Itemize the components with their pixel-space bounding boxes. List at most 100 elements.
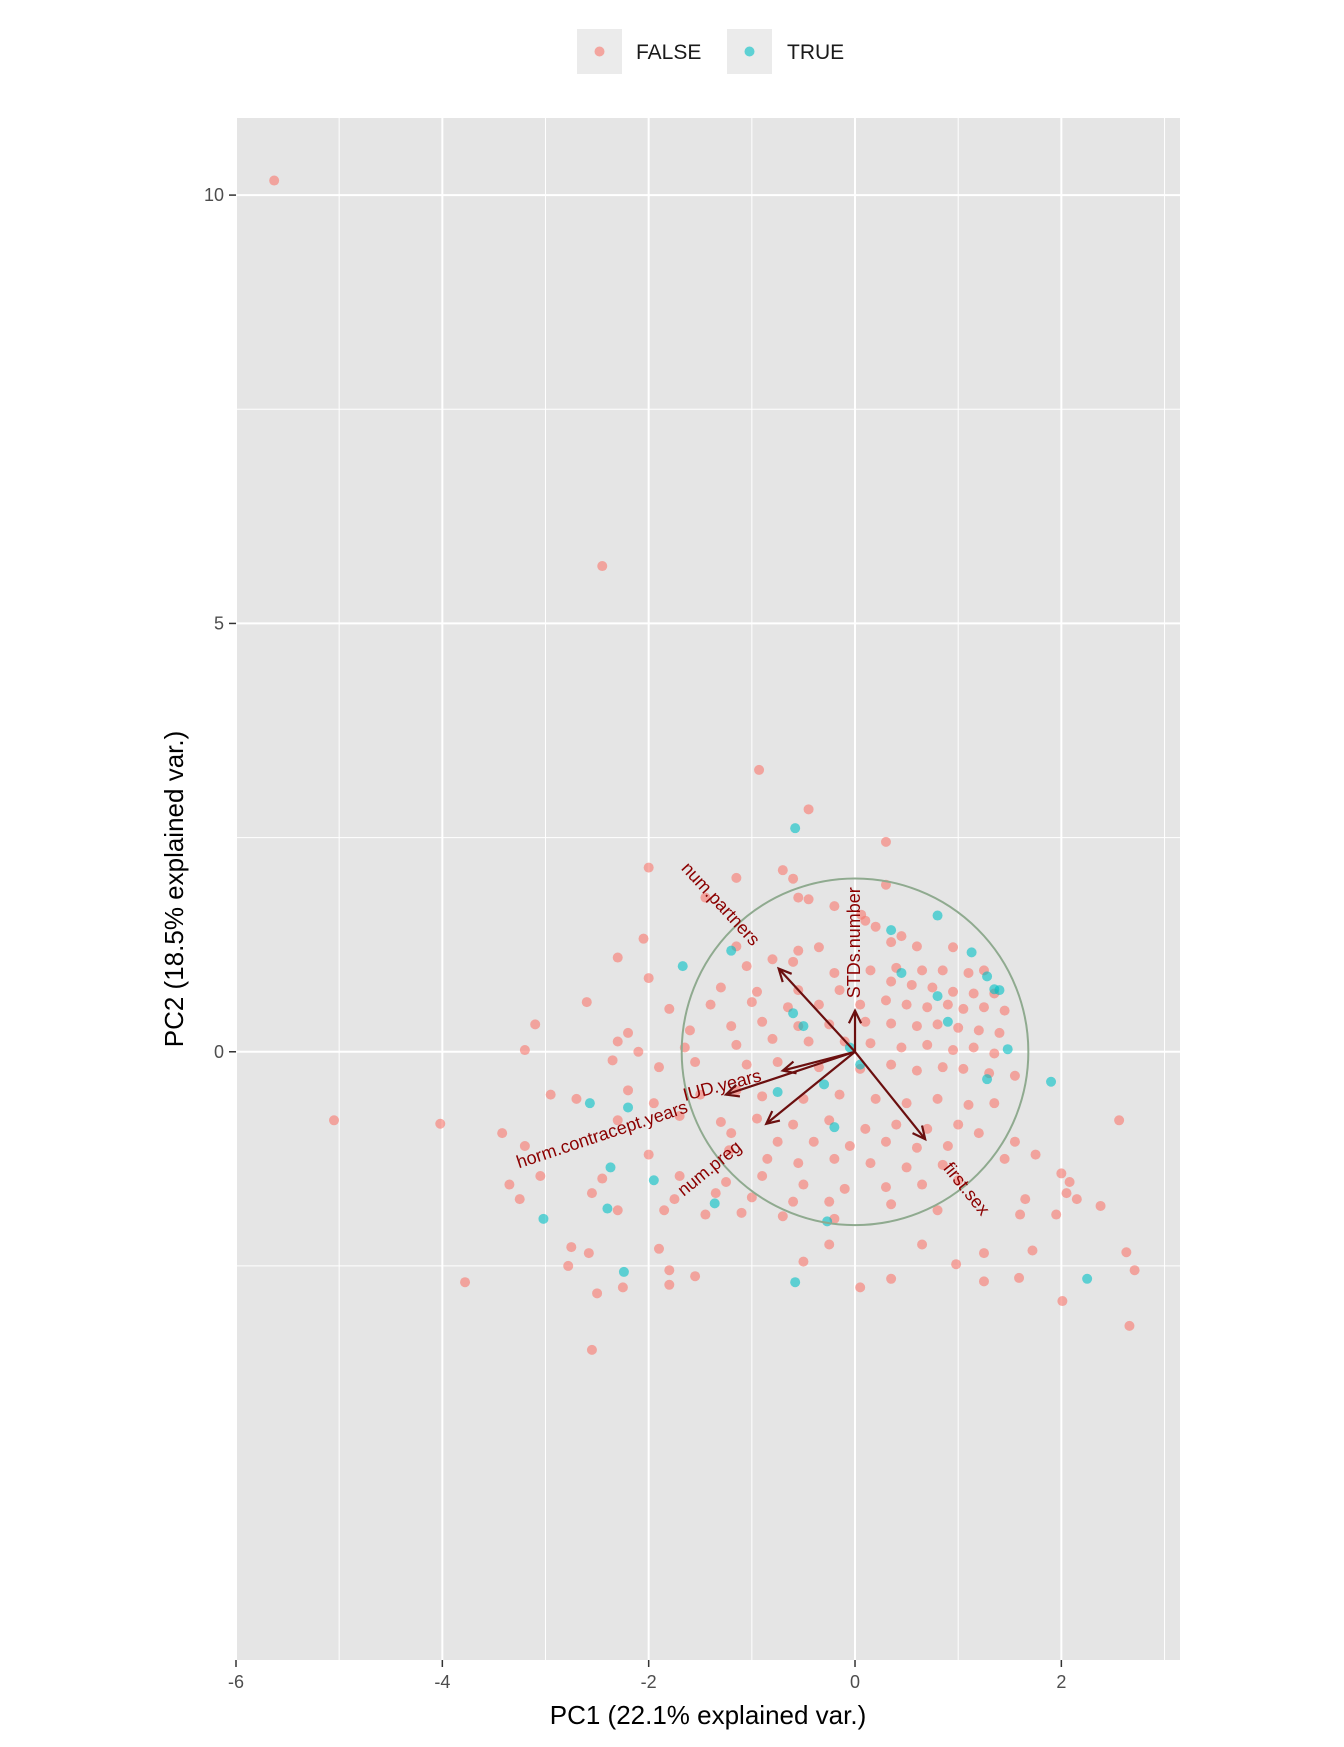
- point-false: [937, 965, 948, 976]
- point-false: [865, 1158, 876, 1169]
- point-true: [648, 1175, 659, 1186]
- point-false: [911, 1065, 922, 1076]
- point-false: [793, 892, 804, 903]
- point-false: [563, 1260, 574, 1271]
- point-false: [839, 1183, 850, 1194]
- point-false: [1064, 1176, 1075, 1187]
- point-false: [829, 967, 840, 978]
- point-true: [677, 961, 688, 972]
- point-false: [886, 1199, 897, 1210]
- point-false: [880, 995, 891, 1006]
- point-false: [803, 894, 814, 905]
- point-false: [951, 1259, 962, 1270]
- point-false: [1009, 1070, 1020, 1081]
- point-false: [741, 961, 752, 972]
- point-false: [860, 915, 871, 926]
- point-false: [1124, 1320, 1135, 1331]
- point-false: [664, 1003, 675, 1014]
- point-false: [705, 999, 716, 1010]
- point-false: [798, 1256, 809, 1267]
- point-true: [994, 985, 1005, 996]
- point-false: [746, 1192, 757, 1203]
- point-false: [793, 1158, 804, 1169]
- loading-arrow-line: [854, 1051, 927, 1140]
- y-tick-label: 5: [214, 613, 224, 633]
- point-false: [329, 1115, 340, 1126]
- point-false: [700, 1209, 711, 1220]
- point-false: [860, 1016, 871, 1027]
- point-true: [932, 991, 943, 1002]
- point-false: [736, 1207, 747, 1218]
- point-false: [653, 1243, 664, 1254]
- loading-arrow-line: [777, 967, 856, 1053]
- point-false: [623, 1027, 634, 1038]
- x-axis-title: PC1 (22.1% explained var.): [550, 1700, 867, 1730]
- correlation-circle: [680, 877, 1030, 1227]
- point-true: [932, 910, 943, 921]
- point-true: [772, 1087, 783, 1098]
- point-false: [978, 1002, 989, 1013]
- point-false: [870, 1093, 881, 1104]
- point-false: [715, 982, 726, 993]
- point-false: [777, 865, 788, 876]
- point-false: [754, 764, 765, 775]
- point-false: [844, 1141, 855, 1151]
- point-false: [886, 1018, 897, 1029]
- legend-swatch-false: [594, 46, 605, 57]
- point-false: [767, 954, 778, 965]
- point-false: [880, 836, 891, 847]
- point-false: [948, 1045, 959, 1056]
- point-false: [638, 933, 649, 944]
- point-false: [1114, 1115, 1125, 1126]
- loading-arrow-line: [765, 1050, 856, 1125]
- point-false: [612, 1205, 623, 1216]
- point-true: [942, 1016, 953, 1027]
- point-true: [886, 925, 897, 936]
- point-true: [538, 1213, 549, 1224]
- point-false: [607, 1055, 618, 1066]
- point-false: [860, 1123, 871, 1134]
- point-false: [963, 1099, 974, 1110]
- point-false: [762, 1153, 773, 1164]
- point-false: [958, 1063, 969, 1074]
- point-false: [612, 1036, 623, 1047]
- y-axis-title: PC2 (18.5% explained var.): [159, 731, 189, 1048]
- point-false: [973, 1025, 984, 1036]
- point-false: [695, 1089, 706, 1100]
- loading-label: STDs.number: [844, 887, 864, 998]
- point-false: [932, 1205, 943, 1216]
- point-false: [566, 1242, 577, 1253]
- point-false: [757, 1016, 768, 1027]
- point-false: [669, 1194, 680, 1205]
- point-false: [726, 1128, 737, 1139]
- point-false: [855, 1282, 866, 1293]
- point-false: [865, 1038, 876, 1049]
- loading-arrow-head: [776, 966, 793, 983]
- x-tick-label: -2: [641, 1672, 657, 1692]
- point-false: [958, 1003, 969, 1014]
- legend-swatch-true: [744, 46, 755, 57]
- point-false: [953, 1175, 964, 1186]
- point-false: [896, 931, 907, 942]
- point-false: [911, 1142, 922, 1153]
- point-false: [937, 1062, 948, 1073]
- point-true: [1046, 1076, 1057, 1087]
- point-false: [932, 1093, 943, 1104]
- point-false: [435, 1118, 446, 1129]
- point-false: [777, 1211, 788, 1222]
- loading-arrow-head: [912, 1125, 927, 1142]
- point-false: [937, 1159, 948, 1170]
- point-false: [752, 986, 763, 997]
- point-false: [583, 1248, 594, 1259]
- point-false: [880, 1182, 891, 1193]
- point-true: [623, 1102, 634, 1113]
- point-false: [824, 1115, 835, 1126]
- point-false: [731, 872, 742, 883]
- point-false: [973, 1128, 984, 1139]
- point-false: [741, 1059, 752, 1070]
- point-false: [535, 1170, 546, 1181]
- point-false: [978, 1248, 989, 1259]
- point-false: [664, 1279, 675, 1290]
- point-false: [880, 1136, 891, 1147]
- point-false: [942, 999, 953, 1010]
